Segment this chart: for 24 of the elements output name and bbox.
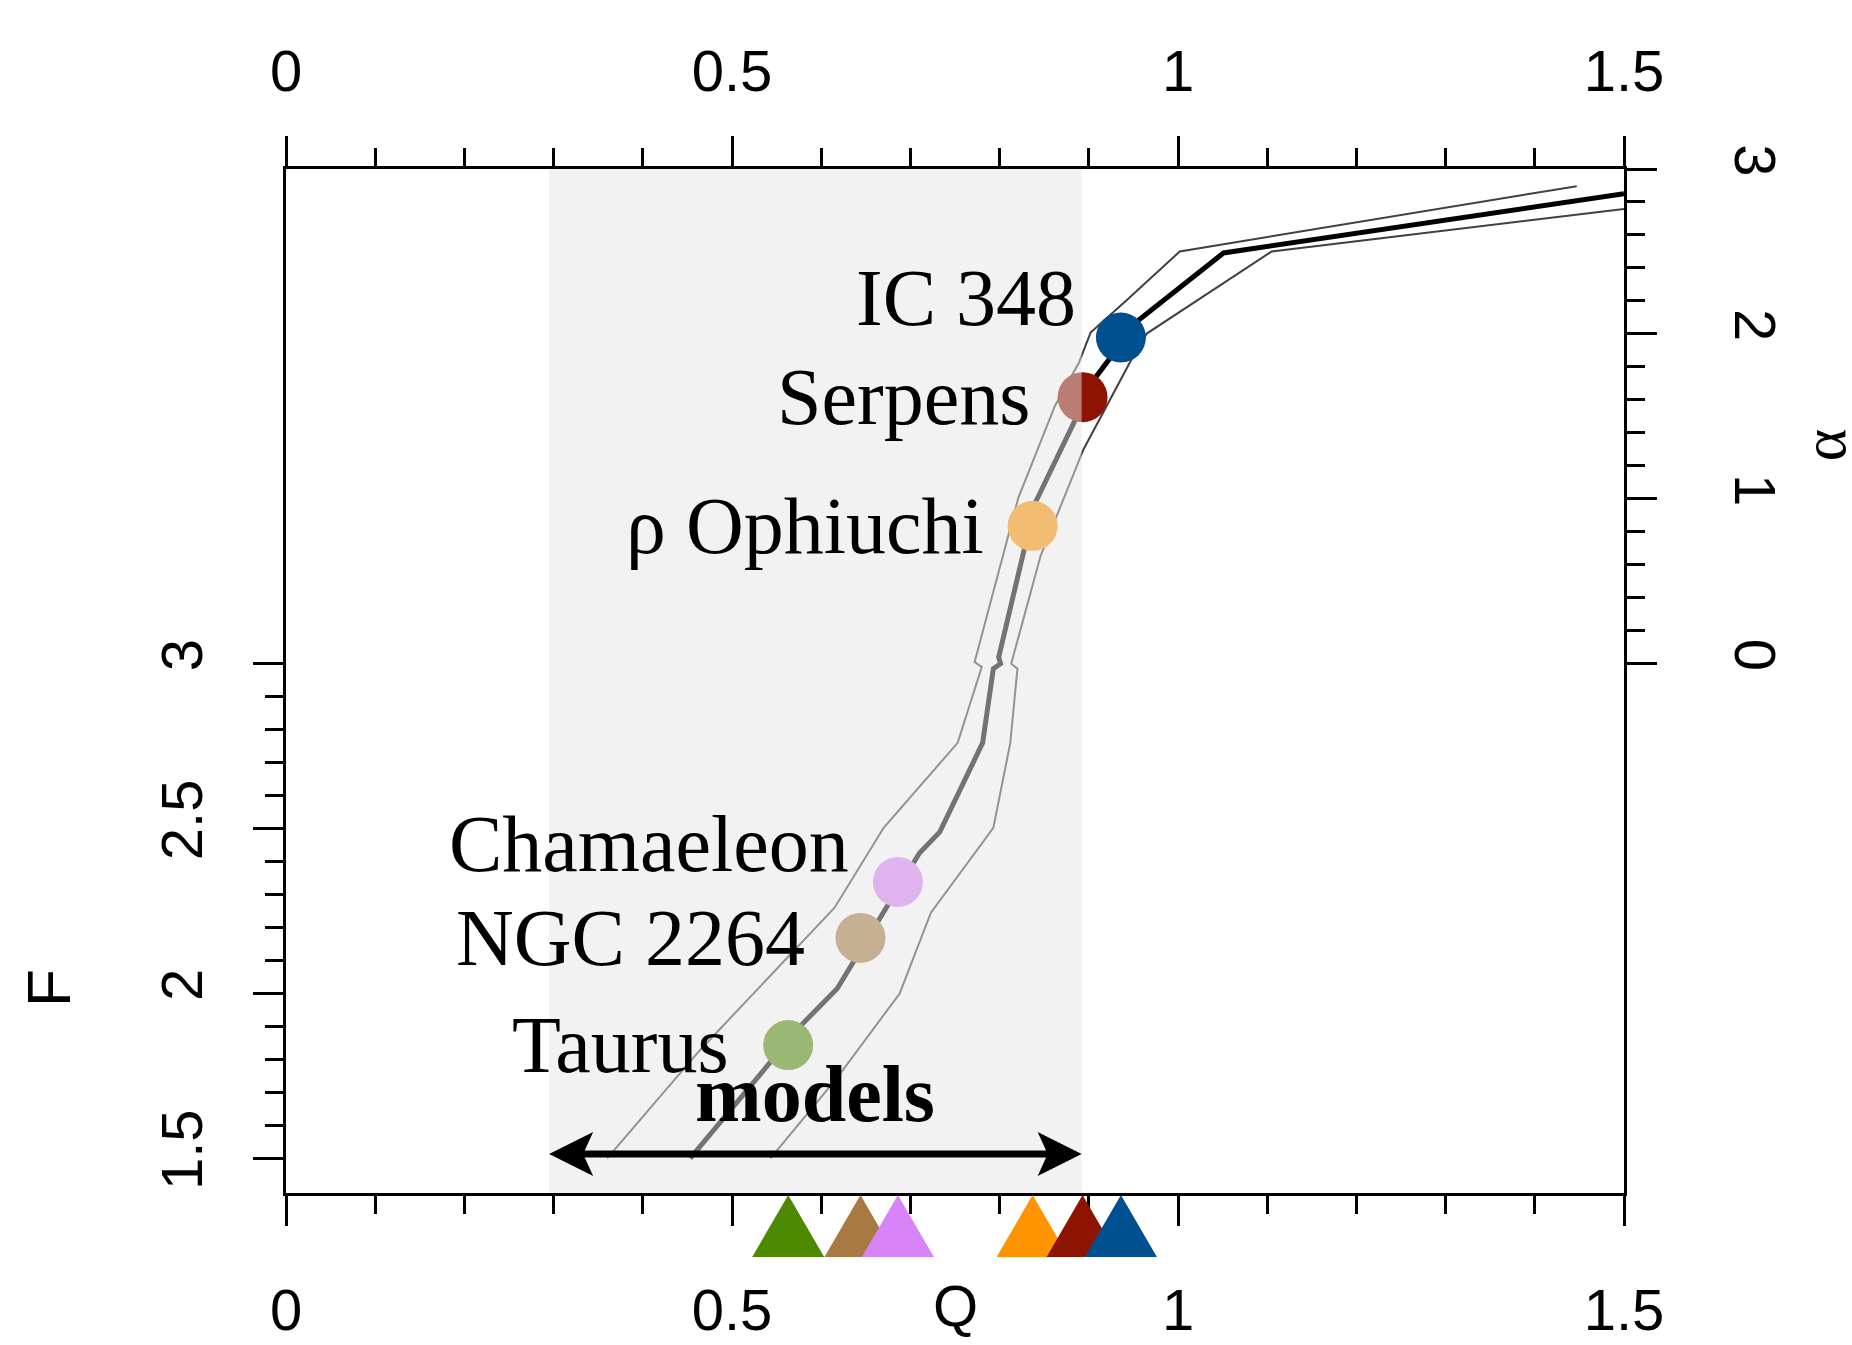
y-tick-label: 2.5 (148, 779, 214, 861)
x-tick-label: 1.5 (1583, 37, 1665, 103)
y2-tick-label: 0 (1723, 638, 1789, 672)
annotation: Serpens (777, 353, 1031, 441)
y2-tick-label: 1 (1723, 473, 1789, 507)
x-tick-label: 0.5 (691, 37, 773, 103)
y-tick-label: 1.5 (148, 1109, 214, 1190)
x2-tick-label: 1.5 (1583, 1276, 1665, 1342)
x-tick-label: 0 (269, 37, 303, 103)
x-axis-title: Q (933, 1273, 979, 1338)
x2-tick-label: 1 (1161, 1276, 1195, 1342)
x2-tick-label: 0.5 (691, 1276, 773, 1342)
y2-axis-title: α (1790, 428, 1852, 462)
annotation: IC 348 (856, 254, 1076, 342)
y2-tick-label: 2 (1723, 309, 1789, 342)
y-tick-label: 3 (148, 638, 214, 672)
annotation: NGC 2264 (456, 894, 805, 982)
annotation: ρ Ophiuchi (626, 482, 984, 570)
x-tick-label: 1 (1161, 37, 1195, 103)
annotation: Chamaeleon (449, 800, 849, 888)
y-tick-label: 2 (148, 968, 214, 1001)
y2-tick-label: 3 (1723, 144, 1789, 177)
x2-tick-label: 0 (269, 1276, 303, 1342)
y-axis-title: F (13, 969, 83, 1008)
